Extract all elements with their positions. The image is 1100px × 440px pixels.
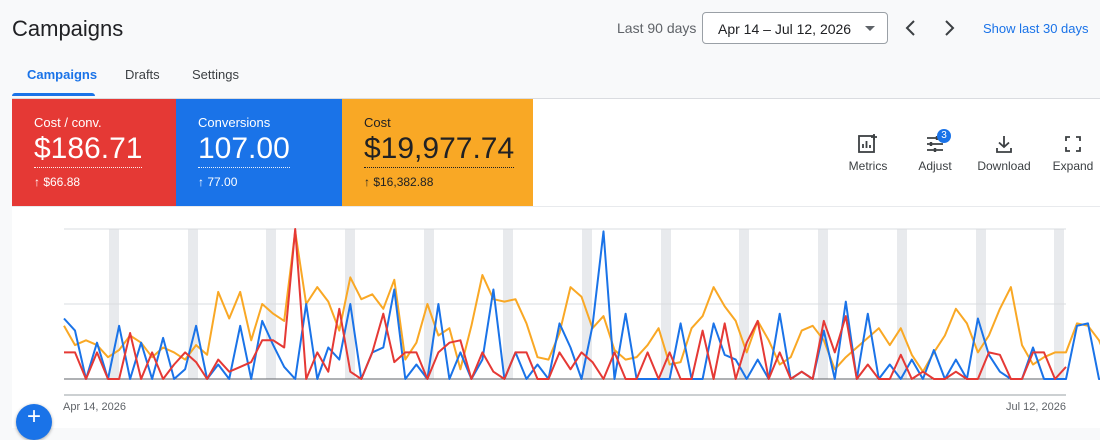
download-label: Download [977,159,1031,173]
tiles-divider [12,206,1100,207]
x-axis-end-label: Jul 12, 2026 [1006,401,1066,413]
tab-drafts[interactable]: Drafts [125,67,160,82]
metric-value: $186.71 [34,132,143,168]
page-header: Campaigns Last 90 days Apr 14 – Jul 12, … [0,0,1100,98]
metric-tile-cost[interactable]: Cost $19,977.74 ↑ $16,382.88 [342,99,533,206]
active-tab-indicator [12,93,95,96]
chart-gridlines [64,228,1066,396]
chart-series [63,228,1100,380]
metric-tile-cost-per-conv[interactable]: Cost / conv. $186.71 ↑ $66.88 [12,99,176,206]
download-button[interactable]: Download [974,133,1034,173]
metric-value: 107.00 [198,132,290,168]
performance-card: Cost / conv. $186.71 ↑ $66.88 Conversion… [12,98,1100,428]
add-fab-button[interactable]: + [16,404,52,440]
chevron-right-icon[interactable] [937,16,961,40]
show-last-30-days-link[interactable]: Show last 30 days [983,21,1089,36]
tab-campaigns[interactable]: Campaigns [27,67,98,82]
performance-line-chart [63,228,1100,396]
metric-label: Cost [364,115,391,130]
x-axis-start-label: Apr 14, 2026 [63,401,126,413]
plus-icon: + [26,403,41,430]
metric-delta: ↑ $16,382.88 [364,175,434,189]
series-line-1 [63,230,1100,380]
series-line-0 [64,228,1067,380]
metric-label: Conversions [198,115,271,130]
chevron-left-icon[interactable] [899,16,923,40]
caret-down-icon [865,26,875,31]
date-range-value: Apr 14 – Jul 12, 2026 [718,21,852,37]
download-icon [996,136,1012,153]
metric-value: $19,977.74 [364,132,515,168]
date-range-label: Last 90 days [617,20,697,36]
fullscreen-icon [1065,136,1081,152]
expand-label: Expand [1052,159,1094,173]
date-range-select[interactable]: Apr 14 – Jul 12, 2026 [702,12,888,44]
metric-tile-conversions[interactable]: Conversions 107.00 ↑ 77.00 [176,99,342,206]
metrics-label: Metrics [848,159,888,173]
adjust-label: Adjust [918,159,952,173]
metric-delta: ↑ 77.00 [198,175,238,189]
adjust-button[interactable]: 3 Adjust [905,129,965,173]
tab-settings[interactable]: Settings [192,67,239,82]
metric-label: Cost / conv. [34,115,102,130]
adjust-badge: 3 [937,129,951,143]
add-chart-icon [858,134,877,153]
metric-delta: ↑ $66.88 [34,175,81,189]
expand-button[interactable]: Expand [1043,133,1100,173]
page-title: Campaigns [12,16,124,41]
metrics-button[interactable]: Metrics [838,133,898,173]
